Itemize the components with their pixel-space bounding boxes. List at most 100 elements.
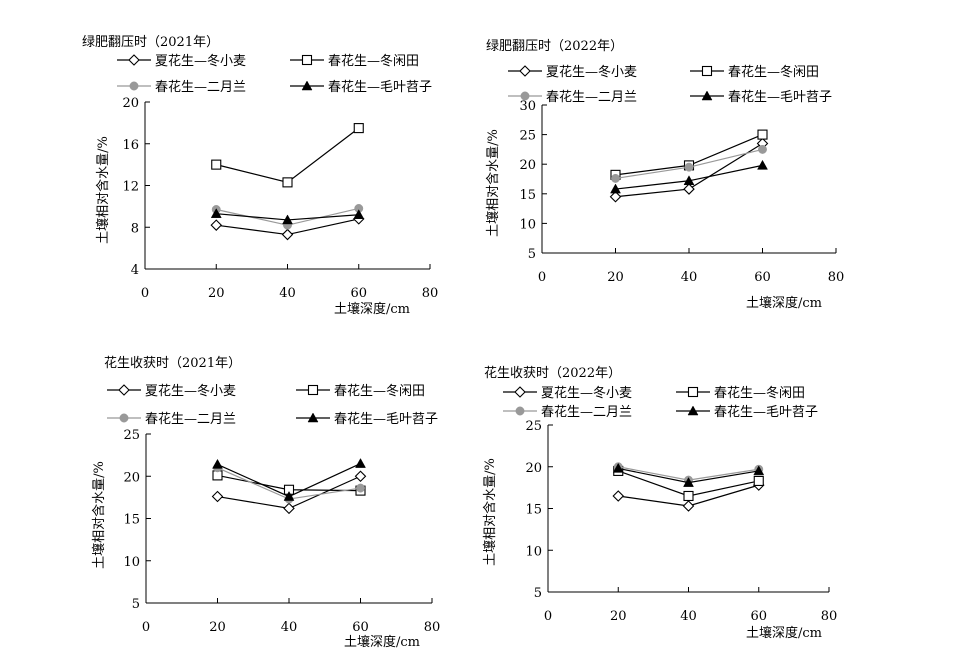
- data-point: [753, 475, 764, 486]
- legend-label: 春花生—二月兰: [145, 411, 236, 427]
- legend-marker: [520, 91, 530, 101]
- series: [211, 470, 367, 515]
- series: [211, 204, 364, 230]
- x-axis-label: 土壤深度/cm: [344, 634, 420, 650]
- legend-marker: [687, 386, 699, 398]
- y-tick-label: 5: [528, 247, 536, 262]
- legend-marker: [701, 90, 713, 101]
- legend-marker: [307, 384, 319, 396]
- legend-marker: [515, 406, 525, 416]
- legend-marker: [307, 412, 319, 423]
- series: [609, 137, 769, 203]
- x-tick-label: 60: [350, 286, 367, 301]
- y-tick-label: 10: [525, 544, 542, 559]
- legend-item: 春花生—冬闲田: [296, 383, 425, 399]
- legend-label: 春花生—二月兰: [541, 404, 632, 420]
- series: [211, 123, 364, 188]
- y-tick-label: 30: [519, 99, 536, 114]
- x-axis-label: 土壤深度/cm: [334, 301, 410, 317]
- legend-marker: [301, 54, 313, 66]
- x-tick-label: 60: [754, 270, 771, 285]
- x-axis-label: 土壤深度/cm: [746, 295, 822, 311]
- legend-label: 夏花生—冬小麦: [145, 383, 236, 399]
- legend-item: 春花生—毛叶苕子: [296, 411, 438, 427]
- legend-item: 春花生—毛叶苕子: [290, 79, 432, 95]
- y-tick-label: 25: [519, 129, 536, 144]
- x-tick-label: 80: [422, 286, 439, 301]
- y-tick-label: 16: [122, 138, 139, 153]
- legend-item: 春花生—二月兰: [107, 411, 236, 427]
- y-tick-label: 15: [525, 503, 542, 518]
- y-tick-label: 25: [525, 419, 542, 434]
- legend-marker: [687, 405, 699, 416]
- legend-marker: [519, 65, 531, 77]
- y-tick-label: 12: [122, 180, 139, 195]
- legend-label: 春花生—冬闲田: [334, 383, 425, 399]
- series: [212, 458, 366, 501]
- y-tick-label: 20: [525, 461, 542, 476]
- y-tick-label: 10: [123, 555, 140, 570]
- x-tick-label: 20: [607, 270, 624, 285]
- legend-label: 春花生—毛叶苕子: [328, 79, 432, 95]
- legend-item: 夏花生—冬小麦: [503, 385, 632, 401]
- data-point: [611, 173, 620, 183]
- legend-label: 春花生—冬闲田: [728, 64, 819, 80]
- x-tick-label: 40: [681, 270, 698, 285]
- x-axis-label: 土壤深度/cm: [746, 625, 822, 641]
- data-point: [683, 477, 694, 487]
- x-tick-label: 80: [821, 609, 838, 624]
- legend-label: 春花生—二月兰: [546, 89, 637, 105]
- legend-marker: [119, 413, 129, 423]
- data-point: [211, 490, 224, 503]
- data-point: [283, 502, 295, 515]
- data-point: [758, 144, 767, 154]
- x-tick-label: 0: [142, 620, 150, 635]
- legend-marker: [301, 80, 313, 91]
- data-point: [682, 500, 695, 512]
- legend-item: 夏花生—冬小麦: [107, 383, 236, 399]
- data-point: [609, 190, 622, 203]
- data-point: [210, 219, 223, 231]
- data-point: [757, 129, 768, 140]
- y-tick-label: 15: [519, 188, 536, 203]
- x-tick-label: 40: [279, 286, 296, 301]
- x-tick-label: 60: [750, 609, 767, 624]
- legend-label: 夏花生—冬小麦: [541, 385, 632, 401]
- series: [611, 144, 767, 183]
- legend-marker: [129, 81, 139, 91]
- y-tick-label: 5: [132, 597, 140, 612]
- y-tick-label: 20: [122, 96, 139, 111]
- data-point: [212, 458, 223, 469]
- series: [610, 159, 768, 194]
- series-line: [216, 127, 360, 184]
- legend-item: 春花生—二月兰: [117, 79, 246, 95]
- data-point: [683, 490, 694, 502]
- data-point: [283, 491, 295, 501]
- data-point: [212, 470, 223, 481]
- data-point: [354, 470, 367, 483]
- y-tick-label: 15: [123, 513, 140, 528]
- y-tick-label: 5: [534, 586, 542, 601]
- series: [612, 462, 765, 487]
- legend-marker: [118, 384, 130, 396]
- data-point: [684, 162, 694, 172]
- data-point: [753, 465, 765, 476]
- x-tick-label: 0: [141, 286, 149, 301]
- legend-label: 春花生—毛叶苕子: [714, 404, 818, 420]
- data-point: [210, 208, 222, 218]
- legend-item: 春花生—二月兰: [508, 89, 637, 105]
- legend-label: 春花生—毛叶苕子: [334, 411, 438, 427]
- legend-label: 夏花生—冬小麦: [546, 64, 637, 80]
- legend-item: 夏花生—冬小麦: [117, 53, 246, 69]
- series: [210, 208, 365, 225]
- legend-item: 夏花生—冬小麦: [508, 64, 637, 80]
- data-point: [211, 159, 222, 170]
- legend-item: 春花生—冬闲田: [290, 53, 419, 69]
- chart-title: 绿肥翻压时（2022年）: [486, 39, 623, 54]
- x-tick-label: 40: [281, 620, 298, 635]
- data-point: [610, 183, 621, 194]
- chart-title: 花生收获时（2021年）: [104, 355, 241, 371]
